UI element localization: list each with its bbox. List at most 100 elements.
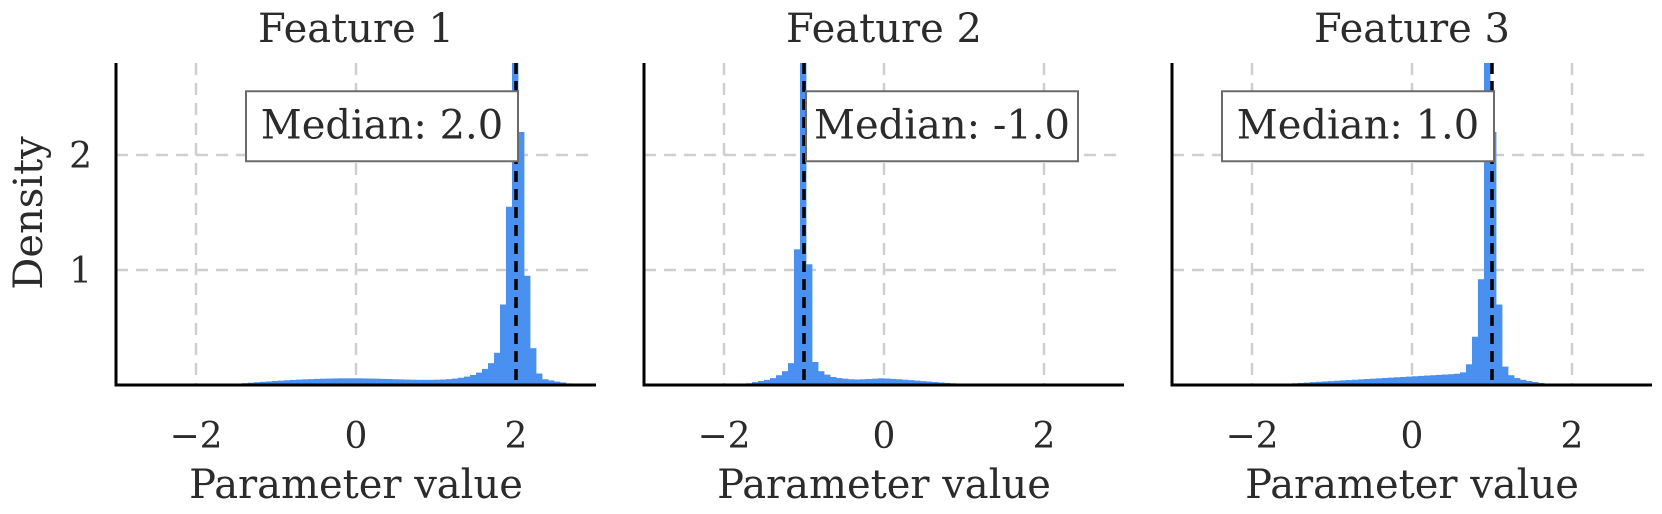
x-tick-label: 0 bbox=[1401, 416, 1424, 457]
histogram-bar bbox=[494, 352, 501, 385]
histogram-bar bbox=[314, 378, 321, 385]
tick-labels: −2 0 2 1 2 bbox=[69, 136, 527, 457]
histogram-bar bbox=[380, 378, 387, 385]
histogram-bar bbox=[1394, 377, 1401, 385]
histogram-bar bbox=[1424, 375, 1431, 385]
histogram-bar bbox=[1478, 279, 1485, 385]
histogram-bar bbox=[260, 381, 267, 385]
y-tick-label: 2 bbox=[69, 136, 92, 177]
histogram-bar bbox=[1334, 380, 1341, 385]
histogram-bar bbox=[482, 368, 489, 385]
axes bbox=[114, 63, 596, 387]
histogram-bar bbox=[332, 378, 339, 385]
median-annotation: Median: -1.0 bbox=[805, 90, 1079, 163]
x-axis-label: Parameter value bbox=[1245, 462, 1579, 508]
histogram-bar bbox=[854, 379, 861, 385]
panel-feature-3: Feature 3 Median: 1.0 −2 0 2 Parameter val… bbox=[1170, 6, 1652, 508]
histogram-bar bbox=[908, 380, 915, 385]
histogram-bar bbox=[926, 381, 933, 385]
histogram-bar bbox=[1430, 375, 1437, 385]
histogram-bar bbox=[1322, 381, 1329, 385]
histogram-bar bbox=[272, 380, 279, 385]
histogram-bar bbox=[1472, 336, 1479, 385]
histogram-bar bbox=[776, 375, 783, 385]
histogram-bar bbox=[902, 379, 909, 385]
histogram-bar bbox=[1364, 379, 1371, 385]
histogram-bar bbox=[458, 377, 465, 385]
histogram-bar bbox=[302, 379, 309, 385]
histogram-bar bbox=[914, 380, 921, 385]
histogram-bar bbox=[1370, 378, 1377, 385]
histogram-bar bbox=[800, 63, 807, 385]
histogram-bar bbox=[1496, 304, 1503, 385]
panel-title: Feature 1 bbox=[258, 6, 454, 52]
panel-title: Feature 2 bbox=[786, 6, 982, 52]
x-tick-label: 2 bbox=[505, 416, 528, 457]
histogram-bar bbox=[1448, 374, 1455, 385]
histogram-bar bbox=[848, 379, 855, 385]
histogram-bar bbox=[1460, 372, 1467, 385]
panel-feature-2: Feature 2 Median: -1.0 −2 0 2 Parameter va… bbox=[642, 6, 1124, 508]
histogram-bar bbox=[290, 379, 297, 385]
histogram-bar bbox=[416, 379, 423, 385]
histogram-bar bbox=[806, 264, 813, 385]
histogram-bar bbox=[794, 249, 801, 385]
histogram-bar bbox=[1388, 377, 1395, 385]
histogram-bar bbox=[524, 275, 531, 385]
histogram-bar bbox=[1358, 379, 1365, 385]
histogram-bar bbox=[830, 376, 837, 385]
histogram-bar bbox=[1436, 374, 1443, 385]
median-annotation: Median: 1.0 bbox=[1221, 90, 1495, 163]
histogram-bar bbox=[398, 379, 405, 385]
histogram-bar bbox=[842, 378, 849, 385]
x-tick-label: −2 bbox=[169, 416, 222, 457]
histogram-bar bbox=[308, 379, 315, 385]
x-tick-label: −2 bbox=[697, 416, 750, 457]
histogram-bar bbox=[1514, 378, 1521, 385]
histogram-bar bbox=[818, 371, 825, 385]
histogram-bar bbox=[422, 379, 429, 385]
histogram-bar bbox=[374, 378, 381, 385]
median-label: Median: 2.0 bbox=[261, 102, 503, 148]
histogram-bar bbox=[1340, 380, 1347, 385]
histogram-bar bbox=[1520, 379, 1527, 385]
x-tick-label: 0 bbox=[345, 416, 368, 457]
median-box bbox=[1221, 90, 1495, 163]
histogram-bar bbox=[518, 132, 525, 385]
histogram-bar bbox=[824, 374, 831, 385]
histogram-bar bbox=[1412, 376, 1419, 385]
median-label: Median: 1.0 bbox=[1237, 102, 1479, 148]
histogram-bar bbox=[764, 379, 771, 385]
histogram-bar bbox=[1406, 376, 1413, 385]
histogram-bar bbox=[890, 378, 897, 385]
histogram-bar bbox=[530, 348, 537, 385]
histogram-bar bbox=[476, 372, 483, 385]
histogram-bar bbox=[284, 380, 291, 385]
x-tick-label: 2 bbox=[1033, 416, 1056, 457]
histogram-bar bbox=[470, 374, 477, 385]
histogram-bar bbox=[326, 378, 333, 385]
histogram-bar bbox=[344, 378, 351, 385]
histogram-bar bbox=[464, 376, 471, 385]
histogram-bar bbox=[878, 378, 885, 385]
histogram-bar bbox=[278, 380, 285, 385]
histogram-bar bbox=[1454, 373, 1461, 385]
histogram-bar bbox=[440, 379, 447, 385]
x-tick-label: 0 bbox=[873, 416, 896, 457]
histogram-bar bbox=[812, 362, 819, 385]
histogram-bar bbox=[1400, 376, 1407, 385]
histogram-bar bbox=[410, 379, 417, 385]
y-tick-label: 1 bbox=[69, 251, 92, 292]
histogram-bar bbox=[1418, 375, 1425, 385]
histogram-bar bbox=[1502, 366, 1509, 385]
x-tick-label: 2 bbox=[1561, 416, 1584, 457]
histogram-bar bbox=[500, 304, 507, 385]
histogram-bar bbox=[872, 378, 879, 385]
histogram-bar bbox=[320, 378, 327, 385]
y-axis-label: Density bbox=[6, 136, 52, 290]
histogram-bar bbox=[350, 378, 357, 385]
histogram-bar bbox=[404, 379, 411, 385]
histogram-bar bbox=[356, 378, 363, 385]
histogram-bar bbox=[488, 363, 495, 385]
